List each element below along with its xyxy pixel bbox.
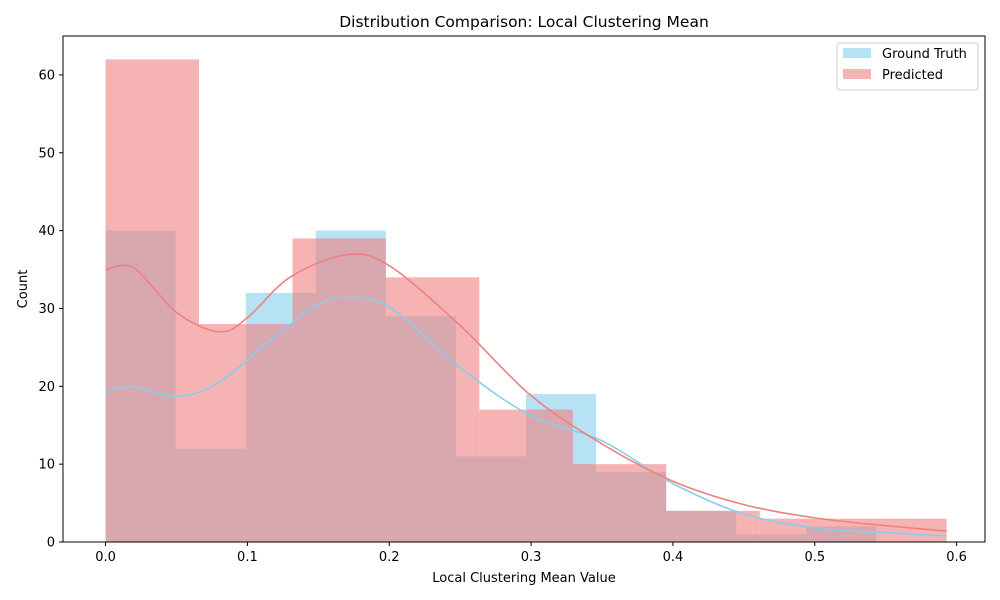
series-predicted — [105, 59, 947, 542]
legend-swatch-predicted — [843, 69, 871, 79]
legend-swatch-ground-truth — [843, 48, 871, 58]
x-tick-label: 0.4 — [663, 550, 684, 565]
bar-predicted-7 — [759, 518, 854, 542]
y-axis-ticks: 0 10 20 30 40 50 60 — [38, 68, 63, 551]
legend-label-ground-truth: Ground Truth — [882, 47, 967, 62]
kde-line-ground-truth — [105, 296, 947, 537]
chart-title: Distribution Comparison: Local Clusterin… — [339, 13, 709, 31]
y-tick-label: 40 — [38, 224, 55, 239]
legend-box — [836, 42, 979, 91]
kde-line-predicted — [105, 253, 947, 532]
y-tick-label: 0 — [47, 536, 55, 551]
y-tick-label: 50 — [38, 146, 55, 161]
x-tick-label: 0.6 — [946, 550, 967, 565]
x-tick-label: 0.1 — [237, 550, 258, 565]
x-tick-label: 0.3 — [521, 550, 542, 565]
axes-frame — [62, 35, 986, 543]
y-tick-label: 20 — [38, 380, 55, 395]
bar-predicted-4 — [479, 409, 573, 542]
kde-layer — [105, 253, 947, 537]
x-tick-label: 0.0 — [95, 550, 116, 565]
y-tick-label: 10 — [38, 458, 55, 473]
bar-predicted-6 — [666, 510, 760, 542]
x-axis-label: Local Clustering Mean Value — [432, 571, 615, 586]
x-axis-ticks: 0.0 0.1 0.2 0.3 0.4 0.5 0.6 — [95, 542, 967, 565]
bar-predicted-0 — [105, 59, 200, 542]
y-axis-label: Count — [16, 270, 31, 309]
x-tick-label: 0.5 — [804, 550, 825, 565]
y-tick-label: 60 — [38, 68, 55, 83]
bar-predicted-2 — [292, 238, 386, 542]
y-tick-label: 30 — [38, 302, 55, 317]
legend-label-predicted: Predicted — [882, 68, 943, 83]
bars-layer — [105, 59, 947, 542]
bar-predicted-5 — [572, 464, 667, 542]
bar-predicted-1 — [199, 324, 293, 542]
x-tick-label: 0.2 — [379, 550, 400, 565]
legend: Ground Truth Predicted — [836, 42, 979, 91]
bar-predicted-3 — [385, 277, 480, 542]
